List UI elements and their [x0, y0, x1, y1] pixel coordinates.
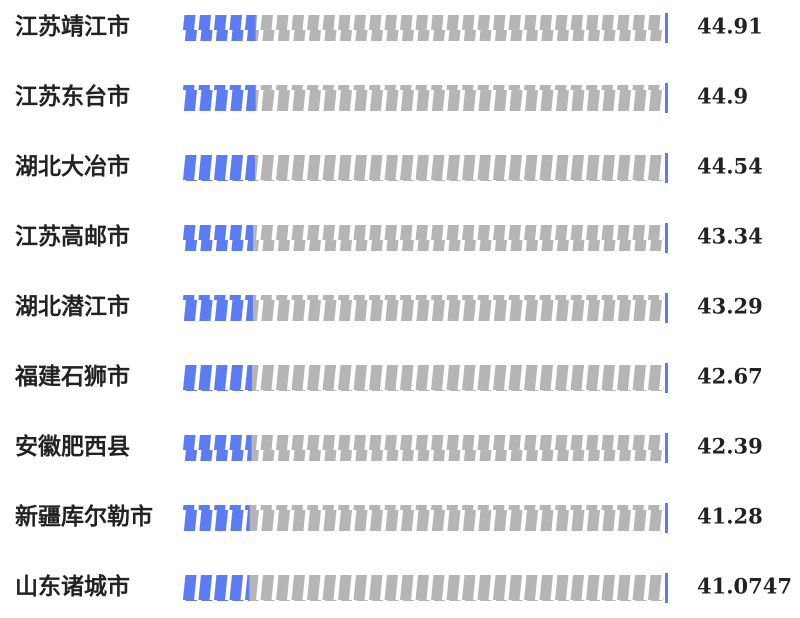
bar-track: [183, 155, 664, 181]
bar: [183, 505, 250, 531]
category-label: 湖北大冶市: [15, 153, 130, 180]
track-end: [665, 83, 668, 113]
track-end: [665, 293, 668, 323]
track-end: [665, 573, 668, 603]
track-end: [665, 223, 668, 253]
category-label: 安徽肥西县: [15, 433, 130, 460]
category-label: 江苏靖江市: [15, 13, 130, 40]
bar-track: [183, 295, 664, 321]
track-end: [665, 433, 668, 463]
value-label: 41.28: [697, 504, 763, 529]
bar: [183, 155, 256, 181]
category-label: 新疆库尔勒市: [15, 503, 153, 530]
track-end: [665, 503, 668, 533]
category-label: 江苏东台市: [15, 83, 130, 110]
bar-track: [183, 435, 664, 461]
track-end: [665, 153, 668, 183]
value-label: 41.0747: [697, 574, 792, 599]
bar-track: [183, 575, 664, 601]
value-label: 42.39: [697, 434, 763, 459]
bar: [183, 15, 256, 41]
value-label: 43.34: [697, 224, 763, 249]
bar-track: [183, 15, 664, 41]
track-end: [665, 363, 668, 393]
bar-track: [183, 225, 664, 251]
bar: [183, 85, 256, 111]
value-label: 44.54: [697, 154, 763, 179]
value-label: 44.9: [697, 84, 748, 109]
bar: [183, 225, 254, 251]
value-label: 43.29: [697, 294, 763, 319]
bar: [183, 295, 253, 321]
track-end: [665, 13, 668, 43]
category-label: 江苏高邮市: [15, 223, 130, 250]
bar: [183, 575, 250, 601]
bar: [183, 365, 252, 391]
bar-track: [183, 365, 664, 391]
category-label: 湖北潜江市: [15, 293, 130, 320]
category-label: 山东诸城市: [15, 573, 130, 600]
value-label: 42.67: [697, 364, 763, 389]
bar-track: [183, 505, 664, 531]
bar: [183, 435, 252, 461]
bar-track: [183, 85, 664, 111]
value-label: 44.91: [697, 14, 763, 39]
category-label: 福建石狮市: [14, 363, 130, 390]
